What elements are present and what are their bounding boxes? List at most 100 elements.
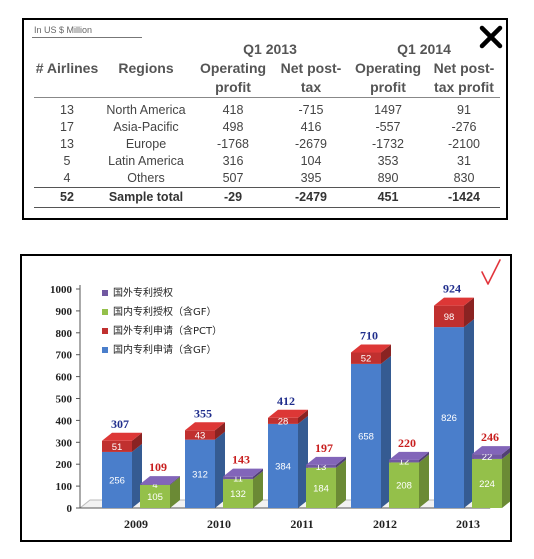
bar-value-label: 51 (112, 442, 123, 453)
header-cell-empty (34, 78, 100, 98)
bar-value-label: 43 (195, 430, 206, 441)
bar-segment-side (419, 454, 429, 508)
bar-top-face (306, 456, 346, 465)
bar-value-label: 224 (479, 479, 495, 490)
bar-top-face (389, 451, 429, 460)
legend-swatch (102, 290, 108, 296)
header-row-labels-2: profit tax profit tax profit (34, 78, 500, 98)
cell-airlines: 13 (60, 137, 74, 151)
cell-region: North America (100, 97, 192, 119)
patent-chart-panel: 0 100 200 300 400 500 600 700 800 900 1000 2009 2010… (20, 254, 512, 542)
header-airlines: # Airlines (35, 60, 99, 76)
y-tick-label: 700 (56, 350, 73, 362)
bar-total-label: 246 (481, 430, 499, 444)
bar-segment (102, 440, 132, 452)
bar-segment-side (170, 476, 180, 486)
cell-airlines: 52 (34, 187, 100, 208)
bar-segment-side (215, 431, 225, 508)
bar-segment-side (132, 432, 142, 452)
legend-label: 国内专利授权（含GF） (113, 305, 217, 318)
bar-value-label: 256 (109, 475, 125, 486)
cell-net-2014: -2100 (448, 137, 480, 151)
bar-total-label: 197 (315, 441, 333, 455)
bar-segment-side (298, 409, 308, 424)
header-q1-2014: Q1 2014 (397, 41, 451, 57)
x-category-label: 2010 (207, 517, 231, 531)
bar-segment (140, 484, 170, 486)
bar-top-face (140, 476, 180, 485)
bar-top-face (268, 409, 308, 418)
cell-op-2014: 353 (377, 154, 399, 168)
cell-op-2014: -1732 (372, 137, 404, 151)
x-category-label: 2012 (373, 517, 397, 531)
legend-swatch (102, 328, 108, 334)
bar-segment (472, 458, 502, 508)
header-operating-2013-line2: profit (215, 79, 251, 95)
bar-total-label: 710 (360, 329, 378, 343)
bar-value-label: 312 (192, 469, 208, 480)
bar-value-label: 208 (396, 481, 412, 492)
bar-segment (389, 462, 419, 508)
x-category-label: 2009 (124, 517, 148, 531)
cell-op-2013: -1768 (217, 137, 249, 151)
bar-segment (102, 451, 132, 508)
unit-note: In US $ Million (34, 25, 93, 35)
bar-segment-side (502, 447, 510, 459)
bar-segment-side (298, 415, 308, 508)
cell-op-2014: 1497 (348, 97, 428, 119)
bar-total-label: 220 (398, 436, 416, 450)
bar-value-label: 52 (361, 354, 372, 365)
y-tick-label: 1000 (50, 284, 73, 296)
legend-label: 国外专利申请（含PCT） (113, 324, 222, 337)
legend-label: 国内专利申请（含GF） (113, 343, 217, 356)
bar-segment (434, 305, 464, 328)
cell-airlines: 13 (34, 97, 100, 119)
y-tick-label: 300 (56, 437, 73, 449)
y-tick-label: 0 (67, 503, 73, 515)
cell-op-2013: 498 (222, 120, 244, 134)
cell-op-2013: 507 (222, 171, 244, 185)
close-icon[interactable] (478, 24, 504, 50)
header-cell-empty (34, 40, 100, 59)
header-cell-empty (100, 78, 192, 98)
bar-total-label: 143 (232, 453, 250, 467)
bar-top-face (434, 297, 474, 306)
cell-op-2014: 451 (348, 187, 428, 208)
bar-segment (223, 479, 253, 508)
cell-net-2014: 31 (457, 154, 471, 168)
y-tick-label: 400 (56, 415, 73, 427)
table-row: 13 North America 418 -715 1497 91 (34, 97, 500, 119)
bar-segment-side (419, 451, 429, 463)
header-regions: Regions (118, 60, 174, 76)
bar-value-label: 658 (358, 431, 374, 442)
airline-table: Q1 2013 Q1 2014 # Airlines Regions Opera… (34, 40, 500, 208)
table-row: 17 Asia-Pacific 498 416 -557 -276 (34, 119, 500, 136)
cell-net-2014: 91 (428, 97, 500, 119)
x-category-label: 2013 (456, 517, 480, 531)
table-row: 4 Others 507 395 890 830 (34, 170, 500, 188)
bar-segment (434, 327, 464, 508)
bar-value-label: 384 (275, 461, 291, 472)
cell-airlines: 4 (63, 171, 71, 185)
bar-segment-side (253, 471, 263, 508)
bar-segment-side (464, 297, 474, 328)
legend-label: 国外专利授权 (113, 286, 173, 299)
cell-net-2013: 395 (300, 171, 322, 185)
cell-op-2014: -557 (375, 120, 401, 134)
cell-net-2013: 416 (300, 120, 322, 134)
cell-op-2013: 418 (192, 97, 274, 119)
cell-airlines: 17 (60, 120, 74, 134)
cell-region: Latin America (108, 154, 184, 168)
y-tick-label: 800 (56, 328, 73, 340)
table-row: 5 Latin America 316 104 353 31 (34, 153, 500, 170)
bar-segment-side (464, 319, 474, 508)
bar-segment-side (215, 422, 225, 440)
bar-total-label: 412 (277, 394, 295, 408)
cell-net-2013: -2679 (295, 137, 327, 151)
unit-underline (32, 37, 142, 38)
bar-value-label: 22 (482, 452, 493, 463)
bar-segment-side (132, 443, 142, 508)
y-tick-label: 100 (56, 481, 73, 493)
bar-segment (185, 430, 215, 440)
header-q1-2013: Q1 2013 (243, 41, 297, 57)
